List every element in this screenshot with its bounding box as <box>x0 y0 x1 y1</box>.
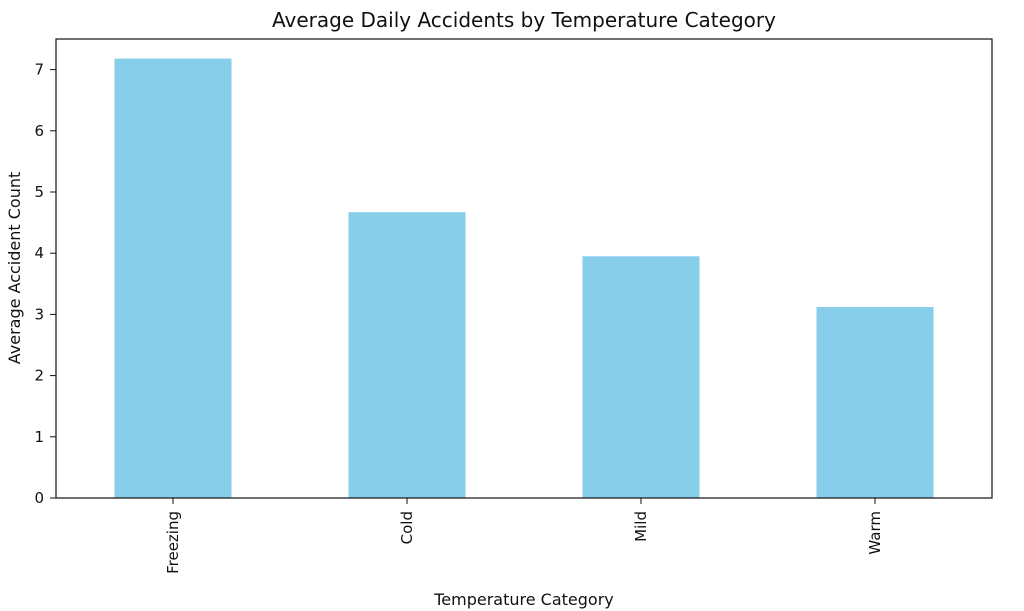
chart-title: Average Daily Accidents by Temperature C… <box>272 8 776 32</box>
bar-warm <box>816 307 934 498</box>
y-tick-label: 0 <box>34 489 44 507</box>
bar-freezing <box>114 58 232 498</box>
x-tick-label-cold: Cold <box>398 511 416 544</box>
y-tick-label: 6 <box>34 122 44 140</box>
plot-frame <box>55 38 993 499</box>
y-axis-label: Average Accident Count <box>5 172 24 365</box>
bars-layer <box>114 58 934 498</box>
bar-cold <box>348 212 466 498</box>
y-tick-label: 3 <box>34 305 44 323</box>
y-tick-label: 1 <box>34 428 44 446</box>
x-tick-label-warm: Warm <box>866 511 884 555</box>
bar-mild <box>582 256 700 498</box>
x-axis-label: Temperature Category <box>433 590 614 609</box>
y-axis-ticks: 0 1 2 3 4 5 6 7 <box>34 61 56 507</box>
x-tick-label-mild: Mild <box>632 511 650 542</box>
x-tick-label-freezing: Freezing <box>164 511 182 574</box>
x-axis-ticks: Freezing Cold Mild Warm <box>164 498 884 574</box>
y-tick-label: 7 <box>34 61 44 79</box>
y-tick-label: 2 <box>34 367 44 385</box>
y-tick-label: 5 <box>34 183 44 201</box>
y-tick-label: 4 <box>34 244 44 262</box>
